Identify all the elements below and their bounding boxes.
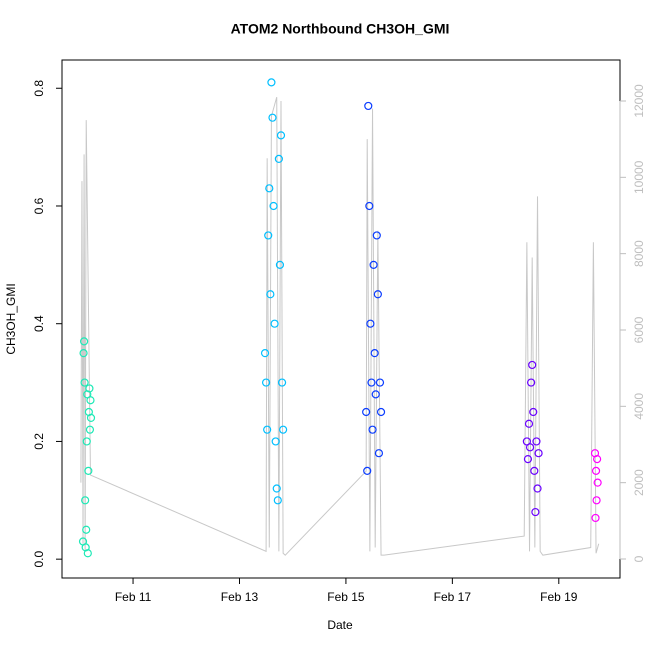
point [273,496,282,505]
point [279,425,288,434]
point [592,496,601,505]
x-axis-label: Date [327,618,353,632]
point [373,290,382,299]
point [82,525,91,534]
point [591,466,601,475]
point [530,466,539,475]
y2-tick-label: 12000 [632,84,646,118]
point [366,319,375,328]
chart-title: ATOM2 Northbound CH3OH_GMI [231,21,450,37]
point [276,131,286,140]
point [525,443,535,452]
point [534,449,543,458]
point [532,437,541,446]
point [274,154,283,163]
point [275,260,285,269]
x-tick-label: Feb 15 [327,590,365,604]
point [86,396,95,405]
y2-tick-label: 2000 [632,469,646,496]
point [86,413,96,422]
point [277,378,287,387]
point [270,319,279,328]
point [265,184,274,193]
point [375,378,385,387]
point [267,78,276,87]
point [527,378,536,387]
point [367,378,376,387]
point [269,201,278,211]
altitude-line [80,97,600,556]
point [524,419,534,428]
point [593,478,602,487]
point [83,549,92,558]
point [365,201,374,211]
point [271,437,280,446]
x-tick-label: Feb 11 [115,590,152,604]
point [266,290,275,299]
point [85,425,95,434]
y-tick-label: 0.2 [32,433,46,450]
point [364,101,373,111]
point [374,449,384,458]
point [593,454,602,464]
x-tick-label: Feb 13 [221,590,259,604]
y-axis-label: CH3OH_GMI [4,283,18,354]
point [533,484,542,493]
point [523,454,533,464]
point [272,484,281,493]
point [81,496,90,505]
x-tick-label: Feb 19 [540,590,578,604]
point [371,390,380,399]
point [264,231,273,240]
point [82,437,91,446]
point [80,378,89,387]
y-tick-label: 0.6 [32,197,46,214]
point [368,425,377,434]
point [85,384,94,393]
y2-tick-label: 8000 [632,240,646,267]
x-tick-label: Feb 17 [434,590,472,604]
y2-tick-label: 4000 [632,393,646,420]
y-tick-label: 0.8 [32,80,46,97]
point [370,349,379,358]
point [529,407,538,417]
y-tick-label: 0.4 [32,315,46,332]
point [260,349,270,358]
y-tick-label: 0.0 [32,550,46,567]
y2-tick-label: 10000 [632,160,646,194]
y2-tick-label: 6000 [632,316,646,343]
point [79,337,89,346]
y2-tick-label: 0 [632,555,646,562]
point [372,231,381,240]
point [362,407,371,417]
point [263,425,272,434]
point [79,349,88,358]
point [531,507,540,517]
point [591,513,600,523]
point [369,260,378,269]
point [268,113,277,122]
point [528,360,537,370]
point [376,407,386,417]
point [363,466,372,475]
point [261,378,271,387]
point [84,466,93,475]
